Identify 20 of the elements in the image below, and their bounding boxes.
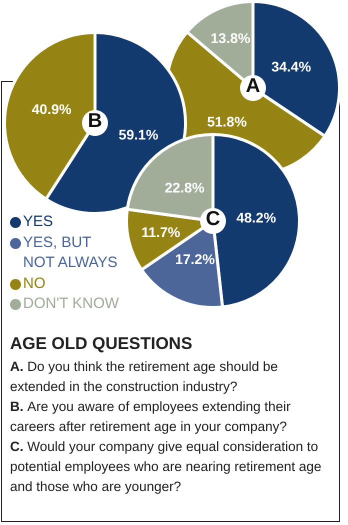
data-label: 22.8% — [164, 179, 205, 196]
data-label: 48.2% — [236, 209, 277, 226]
text: AGE OLD QUESTIONS — [10, 334, 194, 354]
data-label: 59.1% — [118, 126, 159, 143]
text: A — [240, 75, 266, 101]
data-label: 40.9% — [32, 101, 72, 118]
data-label: 51.8% — [207, 113, 248, 130]
text: C — [200, 208, 226, 234]
data-label: 34.4% — [271, 58, 312, 74]
legend-label: DON'T KNOW — [23, 294, 119, 314]
text: B. Are you aware of employees extending their careers after retirement age in your company? — [10, 399, 291, 434]
text: C. Would your company give equal consideration to potential employees who are nearing retirement age and those who are younger? — [10, 439, 322, 494]
text: A. Do you think the retirement age should be extended in the construction industry? — [10, 359, 278, 394]
data-label: 11.7% — [141, 224, 181, 240]
legend-label: NO — [23, 274, 46, 294]
text: B — [82, 110, 108, 136]
data-label: 17.2% — [175, 251, 216, 268]
legend-label: YES, BUT NOT ALWAYS — [23, 232, 118, 273]
data-label: 13.8% — [210, 30, 251, 46]
legend-label: YES — [23, 212, 54, 232]
